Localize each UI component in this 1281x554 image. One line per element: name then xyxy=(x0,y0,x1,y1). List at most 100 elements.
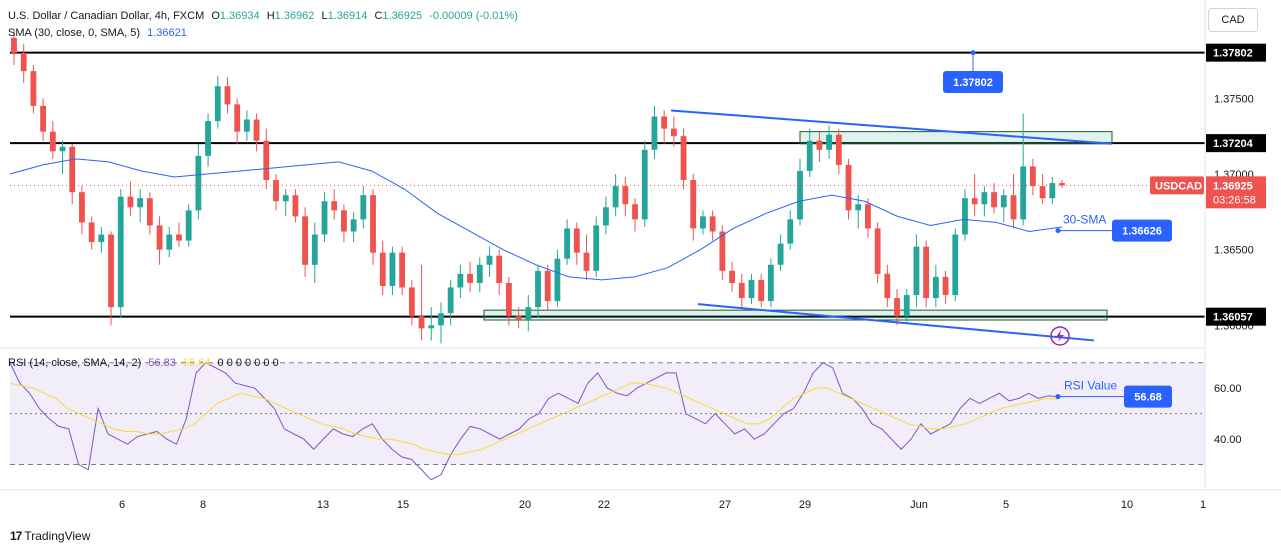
candle-body xyxy=(370,195,376,253)
candle-body xyxy=(564,228,571,259)
tv-logo-icon: 17 xyxy=(10,529,22,543)
candle-body xyxy=(884,273,891,299)
candle-body xyxy=(680,136,687,181)
main-pane xyxy=(9,30,1205,344)
candle-body xyxy=(263,140,270,181)
candle-body xyxy=(224,86,231,105)
time-tick-label: Jun xyxy=(910,499,928,511)
candle-body xyxy=(826,134,833,150)
candle-body xyxy=(573,228,580,253)
time-tick-label: 22 xyxy=(598,499,610,511)
candle-body xyxy=(816,140,823,150)
upper-trendline xyxy=(670,109,1113,145)
candle-body xyxy=(360,195,367,220)
candle-body xyxy=(651,116,658,150)
last-price-text: 1.36925 xyxy=(1213,180,1253,192)
time-tick-label: 27 xyxy=(719,499,731,511)
rsi-callout-text: RSI Value xyxy=(1064,379,1117,393)
candle-body xyxy=(806,140,813,171)
candle-body xyxy=(447,287,454,314)
candle-body xyxy=(331,201,338,211)
candle-body xyxy=(399,252,406,288)
callout-top-level-text: 1.37802 xyxy=(953,77,993,89)
candle-body xyxy=(971,198,978,205)
candle-body xyxy=(176,234,182,241)
candle-body xyxy=(767,264,774,302)
candle-body xyxy=(195,155,202,211)
candle-body xyxy=(40,105,47,132)
sma-label: SMA (30, close, 0, SMA, 5) xyxy=(8,27,141,39)
candle-body xyxy=(350,219,357,232)
rsi-callout-box xyxy=(1124,385,1172,408)
rsi-tick-label: 40.00 xyxy=(1214,434,1242,446)
candle-body xyxy=(661,116,668,129)
currency-button[interactable]: CAD xyxy=(1208,8,1258,32)
candle-body xyxy=(942,276,949,296)
sma-line xyxy=(9,158,1063,281)
candle-body xyxy=(874,228,881,274)
lower-trendline xyxy=(697,303,1095,342)
sma-callout-text: 30-SMA xyxy=(1063,213,1106,227)
candle-body xyxy=(486,255,493,265)
candle-body xyxy=(991,192,997,208)
candle-body xyxy=(777,243,784,265)
countdown-text: 03:26:58 xyxy=(1213,194,1256,206)
candle-body xyxy=(1059,183,1065,186)
candle-body xyxy=(20,52,27,72)
candle-body xyxy=(389,252,396,286)
candle-body xyxy=(932,276,939,299)
candle-body xyxy=(641,149,648,220)
sma-value: 1.36621 xyxy=(147,27,187,39)
candle-body xyxy=(438,313,444,326)
candle-body xyxy=(855,204,862,211)
ohlc-h-label: H xyxy=(266,10,275,22)
candle-body xyxy=(603,207,609,226)
rsi-line xyxy=(9,362,1059,481)
candle-body xyxy=(622,186,629,205)
ohlc-l: 1.36914 xyxy=(327,10,368,22)
candle-body xyxy=(525,307,532,320)
time-tick-label: 15 xyxy=(397,499,409,511)
candle-body xyxy=(719,231,726,271)
time-tick-label: 10 xyxy=(1121,499,1133,511)
rsi-ma-line xyxy=(9,382,1059,455)
candle-body xyxy=(282,195,289,202)
candle-body xyxy=(738,282,745,299)
callout-dot xyxy=(970,50,976,56)
candle-body xyxy=(253,119,260,141)
candle-body xyxy=(341,210,347,232)
candle-body xyxy=(554,258,561,302)
tradingview-logo[interactable]: 17 TradingView xyxy=(10,529,90,543)
rsi-callout-dot xyxy=(1055,394,1061,400)
candle-body xyxy=(243,119,250,132)
candle-body xyxy=(962,198,968,235)
candle-body xyxy=(127,196,134,208)
candle-body xyxy=(428,325,435,329)
time-tick-label: 20 xyxy=(519,499,531,511)
time-tick-label: 1 xyxy=(1200,499,1206,511)
support-resistance-zone xyxy=(799,131,1113,145)
ohlc-o: 1.36934 xyxy=(219,10,260,22)
price-tick-label: 1.37500 xyxy=(1214,93,1254,105)
last-price-tag xyxy=(1206,176,1266,209)
rsi-value: 56.83 xyxy=(148,357,176,369)
candle-body xyxy=(952,234,959,296)
time-tick-label: 5 xyxy=(1003,499,1009,511)
candle-body xyxy=(476,264,483,283)
support-resistance-zone xyxy=(483,309,1108,321)
candle-body xyxy=(79,192,85,223)
candle-body xyxy=(1000,195,1007,208)
candle-body xyxy=(1020,166,1027,220)
candle-body xyxy=(108,234,114,308)
level-price-tag-text: 1.36057 xyxy=(1213,312,1253,324)
candle-body xyxy=(467,273,473,283)
annotations: 1.37802 30-SMA 1.36626 RSI Value 56.68 xyxy=(943,50,1172,408)
symbol-title: U.S. Dollar / Canadian Dollar, 4h, FXCM xyxy=(8,10,205,22)
time-tick-label: 29 xyxy=(799,499,811,511)
candle-body xyxy=(156,225,163,250)
candle-body xyxy=(146,198,153,226)
sma-callout-value: 1.36626 xyxy=(1122,226,1162,238)
ohlc-o-label: O xyxy=(211,10,220,22)
candle-body xyxy=(758,279,765,302)
